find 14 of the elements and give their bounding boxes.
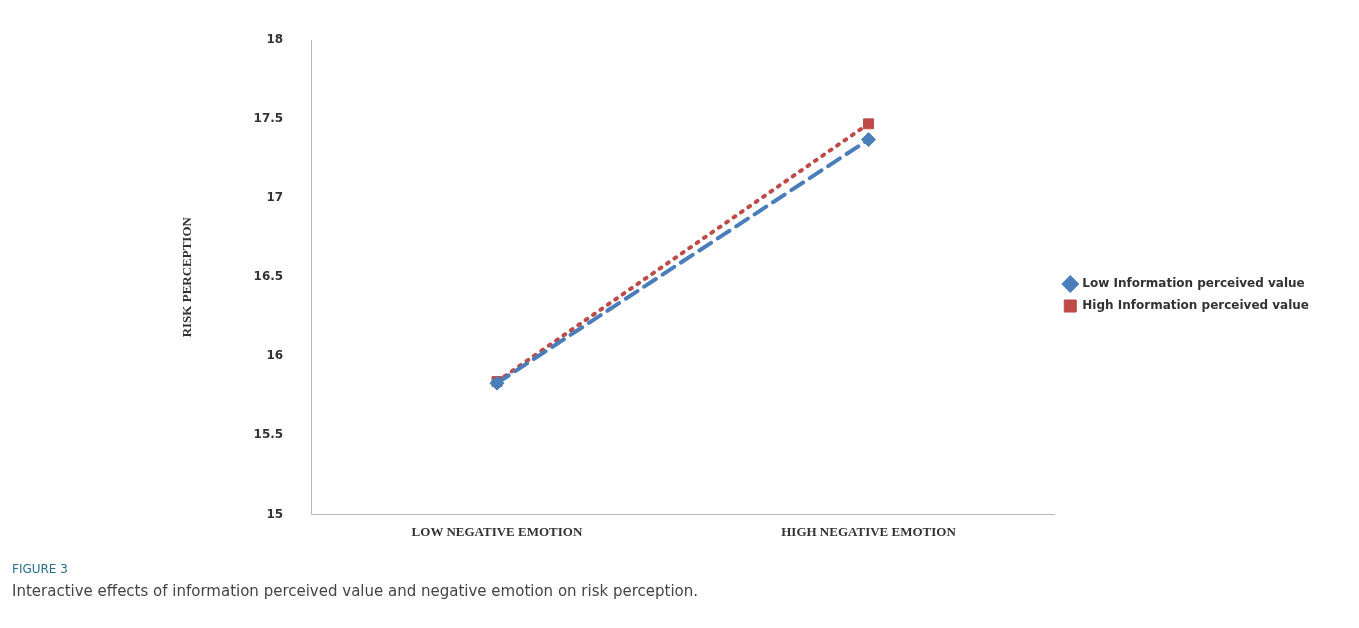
y-tick-label: 15	[266, 506, 284, 521]
y-tick-label: 17.5	[253, 111, 284, 126]
caption: FIGURE 3	[12, 562, 69, 576]
y-axis-title: RISK PERCEPTION	[179, 216, 195, 338]
y-tick-label: 18	[266, 32, 284, 47]
legend-label: Low Information perceived value	[1082, 276, 1305, 291]
y-tick-label: 17	[266, 190, 284, 205]
y-tick-label: 16.5	[253, 269, 284, 284]
legend-label: High Information perceived value	[1082, 298, 1310, 313]
x-tick-label: LOW NEGATIVE EMOTION	[411, 523, 583, 539]
y-tick-label: 15.5	[253, 427, 284, 442]
x-tick-label: HIGH NEGATIVE EMOTION	[781, 523, 957, 539]
text: Interactive effects of information perceived value and negative emotion on risk perception.	[12, 582, 699, 600]
y-tick-label: 16	[266, 348, 284, 363]
